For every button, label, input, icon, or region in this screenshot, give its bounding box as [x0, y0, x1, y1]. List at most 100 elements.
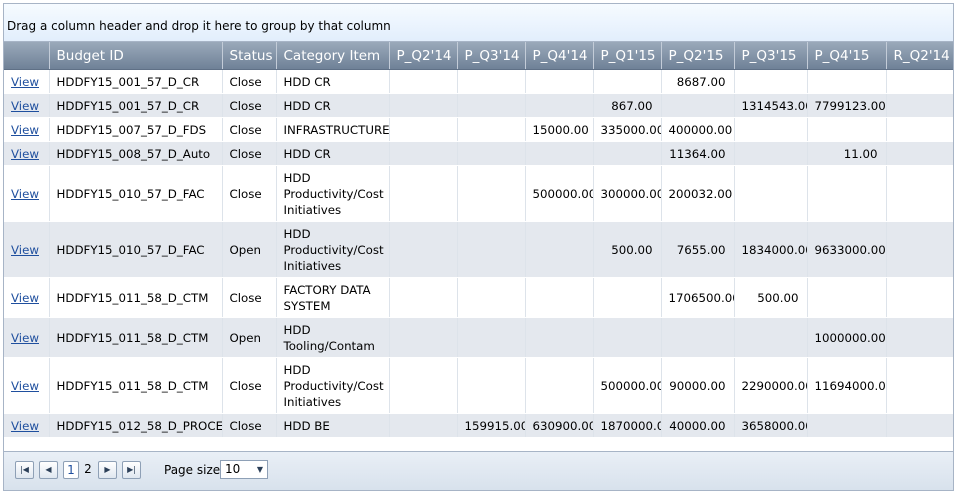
- column-header-r-q2-14[interactable]: R_Q2'14: [886, 42, 953, 70]
- cell-category-item: FACTORY DATA SYSTEM: [276, 277, 390, 318]
- cell-p-q1-15: 867.00: [593, 93, 662, 118]
- budget-grid: Drag a column header and drop it here to…: [3, 3, 954, 491]
- table-row[interactable]: View HDDFY15_001_57_D_CR Close HDD CR 8687.0…: [4, 69, 953, 94]
- cell-r-q2-14: [886, 357, 953, 414]
- cell-r-q2-14: [886, 413, 953, 438]
- cell-budget-id: HDDFY15_010_57_D_FAC: [49, 221, 223, 278]
- cell-p-q2-15: 7655.00: [661, 221, 735, 278]
- cell-r-q2-14: [886, 317, 953, 358]
- column-header-category-item[interactable]: Category Item: [276, 42, 390, 70]
- cell-p-q2-15: 400000.00: [661, 117, 735, 142]
- column-header-p-q4-14[interactable]: P_Q4'14: [525, 42, 594, 70]
- next-page-icon: ▶: [104, 465, 111, 474]
- cell-p-q3-14: [457, 93, 526, 118]
- view-link[interactable]: View: [11, 330, 39, 345]
- view-link[interactable]: View: [11, 146, 39, 161]
- cell-p-q2-14: [389, 317, 458, 358]
- table-row[interactable]: View HDDFY15_010_57_D_FAC Close HDD Product…: [4, 165, 953, 222]
- cell-category-item: HDD BE: [276, 413, 390, 438]
- cell-p-q4-14: 630900.00: [525, 413, 594, 438]
- column-header-p-q3-15[interactable]: P_Q3'15: [734, 42, 808, 70]
- cell-p-q4-14: [525, 357, 594, 414]
- cell-budget-id: HDDFY15_007_57_D_FDS: [49, 117, 223, 142]
- page-number-2[interactable]: 2: [84, 462, 92, 476]
- cell-p-q4-14: [525, 277, 594, 318]
- cell-view: View: [4, 165, 50, 222]
- dropdown-arrow-icon: ▼: [256, 465, 263, 474]
- table-row[interactable]: View HDDFY15_001_57_D_CR Close HDD CR 867.00…: [4, 93, 953, 118]
- column-header-status[interactable]: Status: [222, 42, 277, 70]
- next-page-button[interactable]: ▶: [98, 461, 117, 479]
- cell-p-q3-14: 159915.00: [457, 413, 526, 438]
- cell-p-q1-15: [593, 317, 662, 358]
- cell-view: View: [4, 221, 50, 278]
- cell-p-q2-15: [661, 93, 735, 118]
- column-header-p-q2-15[interactable]: P_Q2'15: [661, 42, 735, 70]
- view-link[interactable]: View: [11, 290, 39, 305]
- column-header-p-q4-15[interactable]: P_Q4'15: [807, 42, 887, 70]
- view-link[interactable]: View: [11, 418, 39, 433]
- column-header-budget-id[interactable]: Budget ID: [49, 42, 223, 70]
- page-number-1[interactable]: 1: [63, 461, 79, 479]
- cell-p-q1-15: [593, 141, 662, 166]
- cell-p-q3-15: [734, 141, 808, 166]
- cell-r-q2-14: [886, 93, 953, 118]
- cell-p-q4-15: [807, 413, 887, 438]
- cell-status: Open: [222, 221, 277, 278]
- header-row: Budget ID Status Category Item P_Q2'14 P…: [4, 42, 953, 70]
- cell-p-q4-15: 9633000.00: [807, 221, 887, 278]
- cell-p-q4-15: 1000000.00: [807, 317, 887, 358]
- cell-p-q3-15: [734, 69, 808, 94]
- table-row[interactable]: View HDDFY15_011_58_D_CTM Close FACTORY DAT…: [4, 277, 953, 318]
- table-row[interactable]: View HDDFY15_008_57_D_Auto Close HDD CR 1136…: [4, 141, 953, 166]
- view-link[interactable]: View: [11, 74, 39, 89]
- view-link[interactable]: View: [11, 98, 39, 113]
- cell-p-q1-15: 300000.00: [593, 165, 662, 222]
- cell-budget-id: HDDFY15_008_57_D_Auto: [49, 141, 223, 166]
- first-page-button[interactable]: |◀: [15, 461, 34, 479]
- prev-page-button[interactable]: ◀: [39, 461, 58, 479]
- page-size-select[interactable]: 10 ▼: [220, 460, 268, 479]
- view-link[interactable]: View: [11, 122, 39, 137]
- cell-view: View: [4, 277, 50, 318]
- cell-p-q2-15: 8687.00: [661, 69, 735, 94]
- column-header-p-q3-14[interactable]: P_Q3'14: [457, 42, 526, 70]
- cell-p-q3-15: [734, 165, 808, 222]
- cell-r-q2-14: [886, 117, 953, 142]
- table-row[interactable]: View HDDFY15_012_58_D_PROCESS Close HDD BE 1…: [4, 413, 953, 438]
- last-page-button[interactable]: ▶|: [122, 461, 141, 479]
- column-header-p-q1-15[interactable]: P_Q1'15: [593, 42, 662, 70]
- cell-p-q2-15: 11364.00: [661, 141, 735, 166]
- table-body: View HDDFY15_001_57_D_CR Close HDD CR 8687.0…: [4, 69, 953, 438]
- cell-p-q3-14: [457, 277, 526, 318]
- cell-status: Open: [222, 317, 277, 358]
- cell-status: Close: [222, 165, 277, 222]
- cell-p-q3-15: [734, 317, 808, 358]
- cell-p-q3-14: [457, 221, 526, 278]
- cell-p-q2-14: [389, 141, 458, 166]
- table-row[interactable]: View HDDFY15_011_58_D_CTM Close HDD Product…: [4, 357, 953, 414]
- view-link[interactable]: View: [11, 242, 39, 257]
- cell-r-q2-14: [886, 165, 953, 222]
- cell-p-q4-14: [525, 141, 594, 166]
- cell-status: Close: [222, 357, 277, 414]
- cell-view: View: [4, 93, 50, 118]
- group-by-panel[interactable]: Drag a column header and drop it here to…: [4, 4, 953, 42]
- cell-p-q1-15: [593, 277, 662, 318]
- cell-p-q4-14: [525, 317, 594, 358]
- column-header-p-q2-14[interactable]: P_Q2'14: [389, 42, 458, 70]
- cell-p-q3-14: [457, 69, 526, 94]
- table-row[interactable]: View HDDFY15_011_58_D_CTM Open HDD Tooling/…: [4, 317, 953, 358]
- cell-category-item: HDD Tooling/Contam: [276, 317, 390, 358]
- cell-status: Close: [222, 69, 277, 94]
- view-link[interactable]: View: [11, 186, 39, 201]
- cell-p-q1-15: 500.00: [593, 221, 662, 278]
- cell-p-q4-15: 7799123.00: [807, 93, 887, 118]
- table-row[interactable]: View HDDFY15_007_57_D_FDS Close INFRASTRUCT…: [4, 117, 953, 142]
- cell-p-q2-14: [389, 357, 458, 414]
- view-link[interactable]: View: [11, 378, 39, 393]
- cell-p-q2-14: [389, 413, 458, 438]
- cell-p-q2-15: 90000.00: [661, 357, 735, 414]
- cell-p-q4-15: [807, 165, 887, 222]
- table-row[interactable]: View HDDFY15_010_57_D_FAC Open HDD Producti…: [4, 221, 953, 278]
